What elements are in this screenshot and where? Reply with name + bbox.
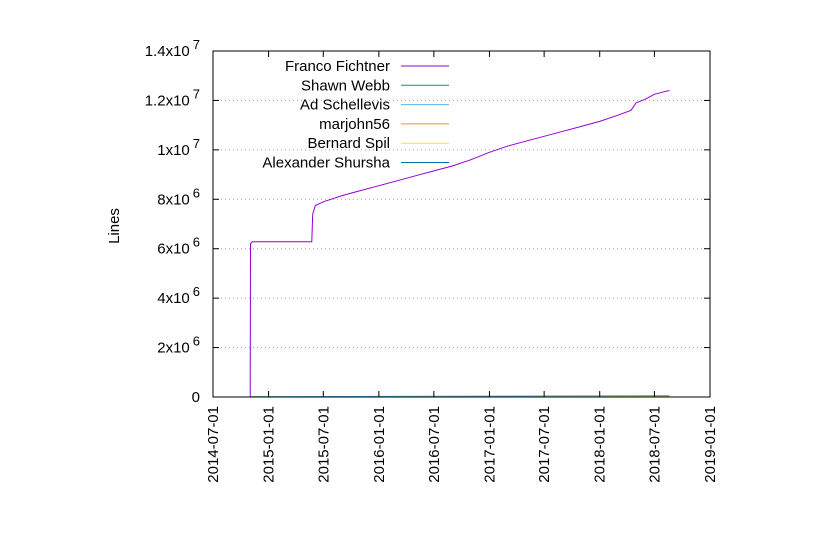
y-tick-exponent: 6 bbox=[193, 334, 200, 349]
y-tick-exponent: 7 bbox=[193, 37, 200, 52]
x-tick-label: 2018-07-01 bbox=[646, 406, 663, 483]
x-tick-label: 2016-01-01 bbox=[371, 406, 388, 483]
x-tick-label: 2017-07-01 bbox=[536, 406, 553, 483]
grid-lines bbox=[213, 99, 710, 349]
y-tick-exponent: 7 bbox=[193, 86, 200, 101]
y-tick-label: 1x10 7 bbox=[157, 136, 200, 159]
x-tick-label: 2019-01-01 bbox=[702, 406, 719, 483]
y-tick-mantissa: 4x10 bbox=[157, 290, 190, 307]
x-axis-ticks: 2014-07-01 2015-01-01 2015-07-01 2016-01-01… bbox=[205, 51, 719, 483]
legend-label: Ad Schellevis bbox=[300, 97, 390, 114]
y-axis-label: Lines bbox=[106, 208, 123, 244]
y-tick-mantissa: 1.4x10 bbox=[145, 43, 190, 60]
series-line-franco-fichtner bbox=[249, 90, 670, 398]
x-tick-label: 2015-07-01 bbox=[315, 406, 332, 483]
y-tick-mantissa: 8x10 bbox=[157, 191, 190, 208]
y-tick-exponent: 6 bbox=[193, 235, 200, 250]
legend-label: Franco Fichtner bbox=[285, 58, 390, 75]
y-tick-label: 4x10 6 bbox=[157, 284, 200, 307]
legend-label: marjohn56 bbox=[319, 116, 390, 133]
legend: Franco Fichtner Shawn Webb Ad Schellevis ma… bbox=[262, 58, 449, 172]
y-tick-exponent: 7 bbox=[193, 136, 200, 151]
y-tick-label: 8x10 6 bbox=[157, 185, 200, 208]
y-tick-mantissa: 2x10 bbox=[157, 340, 190, 357]
legend-label: Bernard Spil bbox=[307, 135, 390, 152]
y-tick-mantissa: 0 bbox=[192, 389, 200, 406]
legend-label: Alexander Shursha bbox=[262, 155, 390, 172]
x-tick-label: 2014-07-01 bbox=[205, 406, 222, 483]
y-tick-mantissa: 1.2x10 bbox=[145, 92, 190, 109]
y-tick-label: 0 bbox=[192, 389, 200, 406]
y-tick-exponent: 6 bbox=[193, 284, 200, 299]
legend-label: Shawn Webb bbox=[301, 77, 390, 94]
y-tick-label: 6x10 6 bbox=[157, 235, 200, 258]
x-tick-label: 2016-07-01 bbox=[426, 406, 443, 483]
x-tick-label: 2018-01-01 bbox=[592, 406, 609, 483]
y-tick-mantissa: 1x10 bbox=[157, 142, 190, 159]
y-tick-label: 1.4x10 7 bbox=[145, 37, 200, 60]
y-tick-label: 1.2x10 7 bbox=[145, 86, 200, 109]
plot-frame bbox=[212, 50, 711, 398]
y-tick-exponent: 6 bbox=[193, 185, 200, 200]
x-tick-label: 2017-01-01 bbox=[481, 406, 498, 483]
y-tick-label: 2x10 6 bbox=[157, 334, 200, 357]
x-tick-label: 2015-01-01 bbox=[261, 406, 278, 483]
y-tick-mantissa: 6x10 bbox=[157, 241, 190, 258]
